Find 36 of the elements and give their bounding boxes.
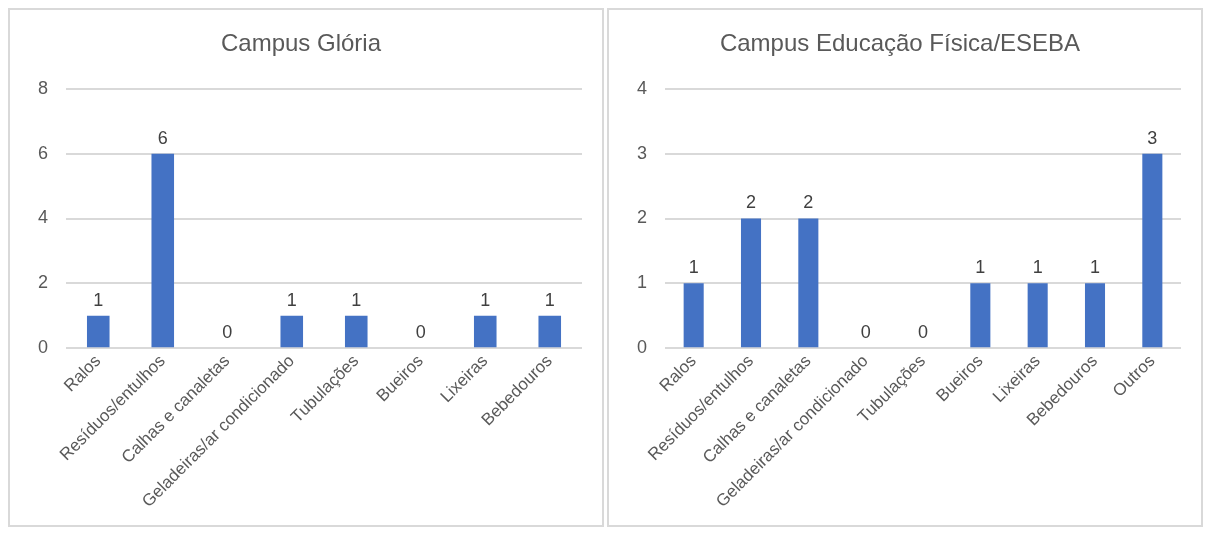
- y-tick-label: 6: [38, 142, 49, 163]
- y-tick-label: 1: [637, 272, 648, 293]
- data-label: 1: [975, 257, 986, 278]
- bar: [1084, 283, 1106, 348]
- data-label: 0: [918, 322, 929, 343]
- y-tick-label: 2: [637, 207, 648, 228]
- bar: [1142, 153, 1163, 348]
- y-tick-label: 4: [637, 77, 648, 98]
- bar: [798, 218, 819, 348]
- y-tick-label: 0: [38, 337, 49, 358]
- data-label: 1: [286, 289, 297, 310]
- data-label: 3: [1147, 127, 1158, 148]
- data-label: 0: [415, 322, 426, 343]
- data-label: 1: [688, 257, 699, 278]
- data-label: 2: [746, 192, 757, 213]
- data-label: 1: [93, 289, 104, 310]
- data-label: 1: [1032, 257, 1043, 278]
- y-tick-label: 2: [38, 272, 49, 293]
- data-label: 1: [544, 289, 555, 310]
- data-label: 1: [480, 289, 491, 310]
- bar: [970, 283, 991, 348]
- data-label: 1: [351, 289, 362, 310]
- y-tick-label: 8: [38, 77, 49, 98]
- chart-title: Campus Glória: [220, 29, 382, 57]
- y-tick-label: 4: [38, 207, 49, 228]
- bar: [1027, 283, 1048, 348]
- y-tick-label: 3: [637, 142, 648, 163]
- y-tick-label: 0: [637, 337, 648, 358]
- data-label: 0: [860, 322, 871, 343]
- data-label: 0: [222, 322, 233, 343]
- chart-title: Campus Educação Física/ESEBA: [719, 29, 1081, 57]
- data-label: 2: [803, 192, 814, 213]
- bar: [683, 283, 704, 348]
- data-label: 6: [157, 127, 168, 148]
- data-label: 1: [1089, 257, 1101, 278]
- bar: [740, 218, 762, 348]
